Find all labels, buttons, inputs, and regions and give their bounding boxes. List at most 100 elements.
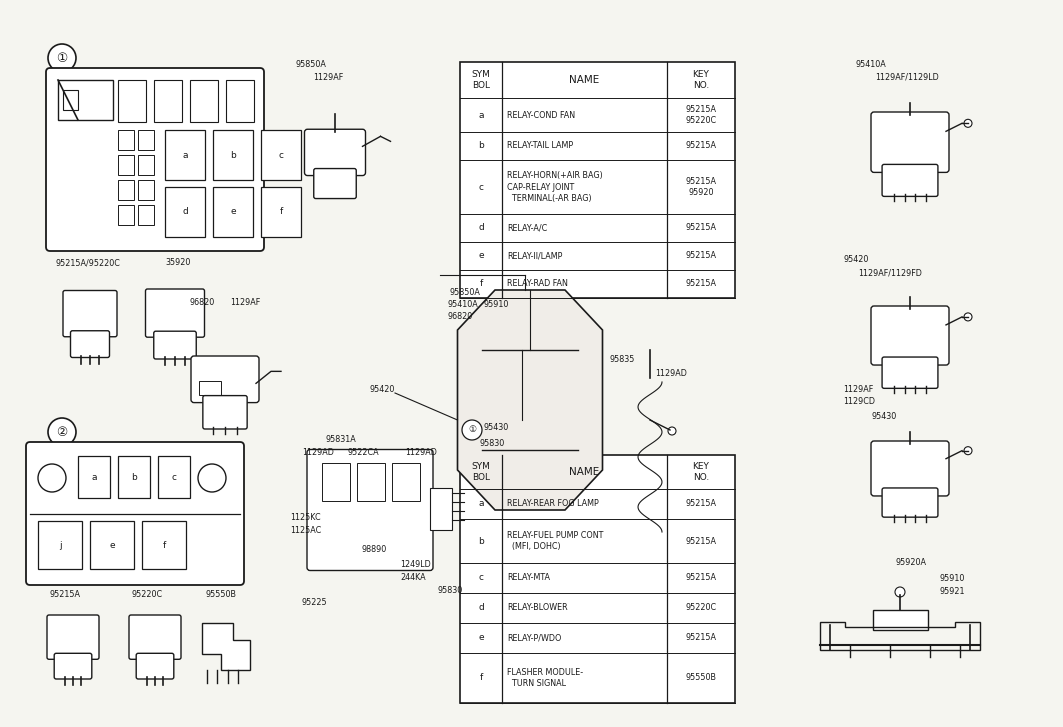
- Polygon shape: [457, 290, 603, 510]
- Text: f: f: [479, 673, 483, 683]
- Bar: [190, 80, 218, 122]
- Text: 98890: 98890: [362, 545, 387, 554]
- Text: ①: ①: [56, 52, 68, 65]
- Text: 1249LD: 1249LD: [400, 560, 431, 569]
- Text: RELAY-BLOWER: RELAY-BLOWER: [507, 603, 568, 613]
- Text: SYM
BOL: SYM BOL: [472, 71, 490, 89]
- Text: 95215A: 95215A: [686, 252, 716, 260]
- Text: c: c: [279, 150, 284, 159]
- Bar: [142, 521, 186, 569]
- Text: 95215A: 95215A: [686, 574, 716, 582]
- Text: 1125KC: 1125KC: [290, 513, 321, 522]
- FancyBboxPatch shape: [136, 654, 173, 679]
- Text: 1125AC: 1125AC: [290, 526, 321, 535]
- FancyBboxPatch shape: [871, 306, 949, 365]
- Text: 95410A: 95410A: [448, 300, 478, 309]
- Text: 95215A: 95215A: [686, 223, 716, 233]
- Text: f: f: [163, 540, 166, 550]
- FancyBboxPatch shape: [203, 395, 248, 429]
- Text: 1129AF: 1129AF: [843, 385, 873, 394]
- Bar: [392, 462, 420, 500]
- Text: 95420: 95420: [370, 385, 395, 395]
- Bar: [63, 90, 78, 110]
- Text: RELAY-II/LAMP: RELAY-II/LAMP: [507, 252, 562, 260]
- Bar: [118, 456, 150, 498]
- Text: 95910: 95910: [484, 300, 509, 309]
- Text: 95550B: 95550B: [205, 590, 236, 599]
- Text: ②: ②: [56, 425, 68, 438]
- Text: RELAY-COND FAN: RELAY-COND FAN: [507, 111, 575, 119]
- Text: 95430: 95430: [484, 424, 509, 433]
- FancyBboxPatch shape: [46, 68, 264, 251]
- Bar: [261, 130, 301, 180]
- Text: 1129AD: 1129AD: [302, 448, 334, 457]
- FancyBboxPatch shape: [314, 169, 356, 198]
- Text: b: b: [478, 142, 484, 150]
- Text: 1129AF/1129LD: 1129AF/1129LD: [875, 73, 939, 82]
- Text: 95920A: 95920A: [895, 558, 926, 567]
- Text: 244KA: 244KA: [400, 573, 425, 582]
- Text: 95830: 95830: [480, 440, 505, 449]
- Text: c: c: [478, 182, 484, 191]
- Bar: [138, 205, 154, 225]
- Bar: [460, 62, 735, 298]
- Bar: [460, 455, 735, 703]
- Bar: [118, 155, 134, 175]
- Text: 95215A/95220C: 95215A/95220C: [55, 258, 120, 267]
- Text: RELAY-FUEL PUMP CONT
  (MFI, DOHC): RELAY-FUEL PUMP CONT (MFI, DOHC): [507, 531, 604, 551]
- Circle shape: [964, 446, 972, 454]
- Text: e: e: [231, 207, 236, 217]
- Text: RELAY-HORN(+AIR BAG)
CAP-RELAY JOINT
  TERMINAL(-AR BAG): RELAY-HORN(+AIR BAG) CAP-RELAY JOINT TER…: [507, 172, 603, 203]
- Text: 35920: 35920: [165, 258, 190, 267]
- Text: RELAY-MTA: RELAY-MTA: [507, 574, 550, 582]
- Text: 95215A
95920: 95215A 95920: [686, 177, 716, 197]
- Circle shape: [48, 44, 75, 72]
- FancyBboxPatch shape: [882, 357, 938, 388]
- Bar: [138, 180, 154, 200]
- FancyBboxPatch shape: [70, 331, 109, 358]
- Text: 95430: 95430: [872, 412, 897, 421]
- Text: d: d: [182, 207, 188, 217]
- FancyBboxPatch shape: [63, 291, 117, 337]
- Text: e: e: [109, 540, 115, 550]
- Text: 95910: 95910: [940, 574, 965, 583]
- Text: 1129AD: 1129AD: [655, 369, 687, 377]
- Bar: [138, 130, 154, 150]
- Text: 95215A: 95215A: [686, 499, 716, 508]
- Circle shape: [462, 420, 482, 440]
- Text: NAME: NAME: [570, 467, 600, 477]
- Bar: [118, 80, 146, 122]
- FancyBboxPatch shape: [871, 112, 949, 172]
- Bar: [357, 462, 385, 500]
- Text: f: f: [479, 279, 483, 289]
- Text: 95550B: 95550B: [686, 673, 716, 683]
- Bar: [154, 80, 182, 122]
- Text: 95215A: 95215A: [686, 537, 716, 545]
- Text: 9522CA: 9522CA: [348, 448, 379, 457]
- Bar: [158, 456, 190, 498]
- Text: KEY
NO.: KEY NO.: [693, 71, 709, 89]
- Text: a: a: [478, 499, 484, 508]
- Bar: [431, 488, 452, 530]
- Bar: [199, 382, 221, 395]
- Text: a: a: [478, 111, 484, 119]
- Text: j: j: [58, 540, 62, 550]
- Text: FLASHER MODULE-
  TURN SIGNAL: FLASHER MODULE- TURN SIGNAL: [507, 668, 584, 688]
- Text: 95835: 95835: [610, 356, 636, 364]
- Text: SYM
BOL: SYM BOL: [472, 462, 490, 482]
- Circle shape: [668, 427, 676, 435]
- Text: 95220C: 95220C: [686, 603, 716, 613]
- Bar: [118, 205, 134, 225]
- Text: d: d: [478, 223, 484, 233]
- Text: a: a: [91, 473, 97, 481]
- Text: b: b: [478, 537, 484, 545]
- Text: 95420: 95420: [843, 255, 868, 264]
- Polygon shape: [202, 623, 250, 670]
- Text: 95921: 95921: [940, 587, 965, 596]
- Bar: [165, 187, 205, 237]
- Bar: [322, 462, 350, 500]
- Text: 95215A: 95215A: [686, 142, 716, 150]
- FancyBboxPatch shape: [54, 654, 91, 679]
- Bar: [226, 80, 254, 122]
- Text: 95220C: 95220C: [132, 590, 163, 599]
